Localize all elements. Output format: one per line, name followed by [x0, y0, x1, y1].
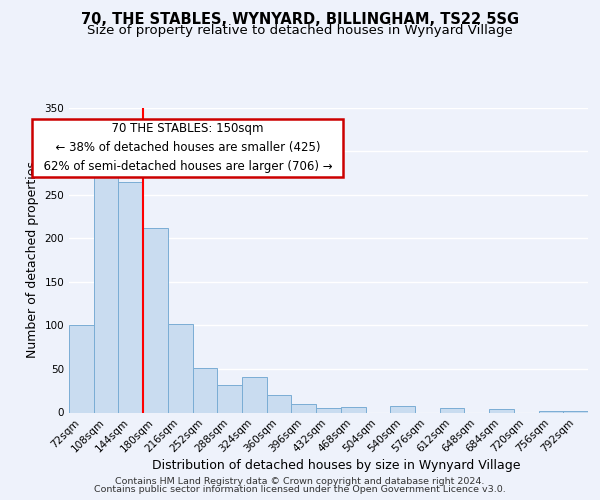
Y-axis label: Number of detached properties: Number of detached properties — [26, 162, 39, 358]
Bar — [341, 408, 365, 412]
Bar — [316, 408, 341, 412]
Bar — [94, 162, 118, 412]
Bar — [390, 406, 415, 412]
Bar — [118, 182, 143, 412]
Text: 70 THE STABLES: 150sqm  
  ← 38% of detached houses are smaller (425)  
  62% of: 70 THE STABLES: 150sqm ← 38% of detached… — [35, 122, 340, 174]
Bar — [440, 408, 464, 412]
Text: Contains HM Land Registry data © Crown copyright and database right 2024.: Contains HM Land Registry data © Crown c… — [115, 477, 485, 486]
Bar — [193, 368, 217, 412]
Text: Contains public sector information licensed under the Open Government Licence v3: Contains public sector information licen… — [94, 485, 506, 494]
Bar — [143, 228, 168, 412]
Bar — [168, 324, 193, 412]
Bar — [217, 386, 242, 412]
Text: Distribution of detached houses by size in Wynyard Village: Distribution of detached houses by size … — [152, 458, 520, 471]
Bar — [563, 411, 588, 412]
Bar — [267, 395, 292, 412]
Bar — [242, 377, 267, 412]
Bar — [489, 409, 514, 412]
Bar — [292, 404, 316, 412]
Bar — [69, 326, 94, 412]
Text: Size of property relative to detached houses in Wynyard Village: Size of property relative to detached ho… — [87, 24, 513, 37]
Text: 70, THE STABLES, WYNYARD, BILLINGHAM, TS22 5SG: 70, THE STABLES, WYNYARD, BILLINGHAM, TS… — [81, 12, 519, 28]
Bar — [539, 411, 563, 412]
